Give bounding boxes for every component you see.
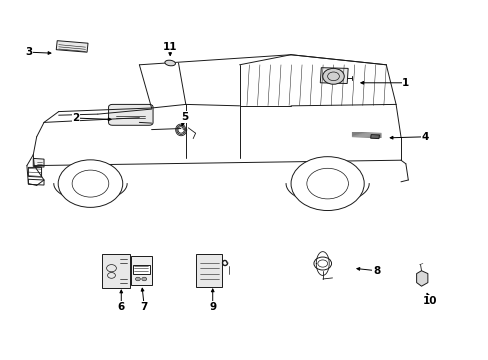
Circle shape bbox=[58, 160, 122, 207]
Text: 1: 1 bbox=[402, 78, 408, 88]
Text: 10: 10 bbox=[422, 296, 437, 306]
Circle shape bbox=[142, 277, 146, 281]
Polygon shape bbox=[102, 254, 129, 288]
Polygon shape bbox=[33, 158, 44, 167]
Polygon shape bbox=[28, 167, 41, 177]
Text: 7: 7 bbox=[140, 302, 148, 312]
Text: 3: 3 bbox=[26, 47, 33, 57]
Circle shape bbox=[72, 170, 108, 197]
Text: 6: 6 bbox=[118, 302, 124, 312]
Circle shape bbox=[290, 157, 364, 211]
Ellipse shape bbox=[164, 60, 175, 66]
Polygon shape bbox=[133, 265, 149, 274]
Text: 9: 9 bbox=[209, 302, 216, 312]
Text: 8: 8 bbox=[372, 266, 379, 276]
Polygon shape bbox=[28, 179, 44, 185]
Polygon shape bbox=[320, 68, 347, 84]
Polygon shape bbox=[370, 135, 379, 139]
FancyBboxPatch shape bbox=[108, 104, 153, 125]
Polygon shape bbox=[195, 254, 222, 287]
Text: 4: 4 bbox=[421, 132, 428, 142]
Circle shape bbox=[322, 68, 344, 84]
Polygon shape bbox=[56, 41, 88, 52]
Text: 2: 2 bbox=[72, 113, 79, 123]
Polygon shape bbox=[131, 256, 151, 285]
Text: 11: 11 bbox=[163, 42, 177, 52]
Text: 5: 5 bbox=[181, 112, 188, 122]
Circle shape bbox=[306, 168, 348, 199]
Polygon shape bbox=[416, 271, 427, 286]
Circle shape bbox=[135, 277, 140, 281]
